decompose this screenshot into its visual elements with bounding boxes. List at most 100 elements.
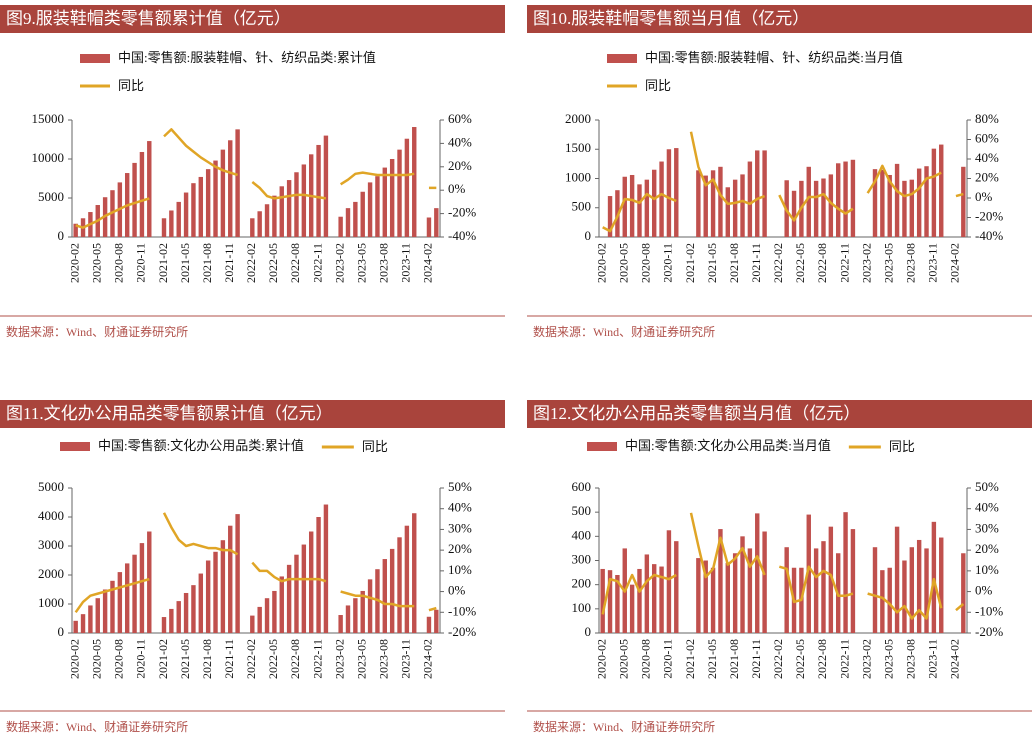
legend-label: 中国:零售额:文化办公用品类:累计值 bbox=[98, 438, 304, 453]
bar bbox=[353, 201, 358, 237]
y-tick-label: 600 bbox=[572, 479, 592, 494]
y2-tick-label: -20% bbox=[448, 624, 476, 639]
y-tick-label: 0 bbox=[58, 228, 65, 243]
y-tick-label: 0 bbox=[585, 624, 592, 639]
bar bbox=[147, 141, 152, 237]
bar bbox=[651, 169, 657, 237]
x-tick-label: 2023-11 bbox=[926, 639, 940, 679]
bar bbox=[250, 218, 255, 237]
chart-title: 图11.文化办公用品类零售额累计值（亿元） bbox=[6, 404, 333, 423]
bar bbox=[220, 540, 226, 633]
bar bbox=[909, 547, 915, 633]
x-tick-label: 2023-08 bbox=[904, 639, 918, 679]
bar bbox=[426, 217, 432, 237]
y2-tick-label: 50% bbox=[448, 479, 472, 494]
bar bbox=[301, 544, 307, 633]
bar bbox=[762, 150, 767, 237]
bar bbox=[902, 560, 907, 633]
bar bbox=[666, 149, 672, 237]
x-tick-label: 2020-11 bbox=[134, 639, 148, 679]
x-tick-label: 2020-05 bbox=[90, 639, 104, 679]
bar bbox=[198, 176, 204, 237]
bar bbox=[894, 163, 900, 237]
chart-panel: 图12.文化办公用品类零售额当月值（亿元） 数据来源：Wind、财通证券研究所 中国… bbox=[527, 400, 1032, 734]
legend-label: 同比 bbox=[889, 439, 915, 454]
y-tick-label: 300 bbox=[572, 551, 592, 566]
x-tick-label: 2023-11 bbox=[399, 243, 413, 283]
x-tick-label: 2023-05 bbox=[354, 243, 368, 283]
bar bbox=[916, 539, 922, 633]
y-tick-label: 200 bbox=[572, 576, 592, 591]
bar bbox=[659, 161, 664, 237]
x-tick-label: 2021-11 bbox=[222, 243, 236, 283]
y-tick-label: 10000 bbox=[32, 150, 65, 165]
bar bbox=[916, 168, 922, 237]
source-note: 数据来源：Wind、财通证券研究所 bbox=[533, 719, 715, 734]
bar bbox=[961, 553, 966, 633]
x-tick-label: 2021-05 bbox=[178, 243, 192, 283]
bar bbox=[360, 590, 365, 633]
bar bbox=[176, 201, 181, 237]
x-tick-label: 2022-02 bbox=[771, 243, 785, 283]
bar bbox=[257, 606, 262, 633]
y-tick-label: 0 bbox=[585, 228, 592, 243]
x-tick-label: 2024-02 bbox=[948, 639, 962, 679]
y2-tick-label: 40% bbox=[975, 500, 999, 515]
y2-tick-label: 40% bbox=[448, 500, 472, 515]
x-tick-label: 2021-08 bbox=[727, 243, 741, 283]
bar bbox=[235, 514, 240, 633]
y2-tick-label: -20% bbox=[975, 624, 1003, 639]
bar bbox=[360, 191, 365, 237]
y2-tick-label: -20% bbox=[448, 205, 476, 220]
x-tick-label: 2021-02 bbox=[156, 243, 170, 283]
bar bbox=[674, 541, 679, 633]
bar bbox=[382, 559, 388, 633]
y2-tick-label: -40% bbox=[975, 228, 1003, 243]
bar bbox=[228, 525, 233, 633]
bar bbox=[382, 167, 388, 237]
bar bbox=[117, 572, 123, 633]
bar bbox=[755, 513, 760, 633]
x-tick-label: 2020-08 bbox=[112, 243, 126, 283]
bar bbox=[710, 567, 716, 633]
y-tick-label: 400 bbox=[572, 527, 592, 542]
bar bbox=[434, 609, 439, 633]
y2-tick-label: 10% bbox=[975, 562, 999, 577]
x-tick-label: 2024-02 bbox=[421, 639, 435, 679]
bar bbox=[732, 553, 738, 633]
bar bbox=[88, 605, 93, 633]
bar bbox=[666, 530, 672, 633]
legend-swatch bbox=[60, 442, 90, 451]
y-tick-label: 500 bbox=[572, 503, 592, 518]
x-tick-label: 2022-11 bbox=[310, 243, 324, 283]
bar bbox=[301, 164, 307, 237]
bar bbox=[397, 537, 402, 633]
bar bbox=[887, 567, 892, 633]
bar bbox=[139, 543, 145, 633]
bar bbox=[353, 598, 358, 633]
y-tick-label: 15000 bbox=[32, 111, 65, 126]
bar bbox=[80, 614, 86, 633]
bar bbox=[703, 560, 708, 633]
bar bbox=[132, 162, 137, 237]
bar bbox=[939, 537, 944, 633]
legend-label: 中国:零售额:服装鞋帽、针、纺织品类:累计值 bbox=[118, 50, 376, 65]
x-tick-label: 2022-08 bbox=[288, 243, 302, 283]
x-tick-label: 2021-05 bbox=[178, 639, 192, 679]
bar bbox=[725, 562, 731, 633]
y-tick-label: 4000 bbox=[38, 508, 64, 523]
y2-tick-label: 20% bbox=[975, 169, 999, 184]
bar bbox=[821, 178, 826, 237]
bar bbox=[272, 195, 277, 237]
bar bbox=[637, 568, 642, 633]
x-tick-label: 2022-08 bbox=[815, 639, 829, 679]
y-tick-label: 0 bbox=[58, 624, 65, 639]
chart-title: 图10.服装鞋帽零售额当月值（亿元） bbox=[533, 9, 809, 28]
bar bbox=[629, 174, 635, 237]
source-note: 数据来源：Wind、财通证券研究所 bbox=[6, 324, 188, 339]
bar bbox=[338, 216, 343, 237]
bar bbox=[412, 127, 417, 237]
bar bbox=[902, 180, 907, 237]
bar bbox=[828, 526, 834, 633]
bar bbox=[924, 166, 929, 237]
